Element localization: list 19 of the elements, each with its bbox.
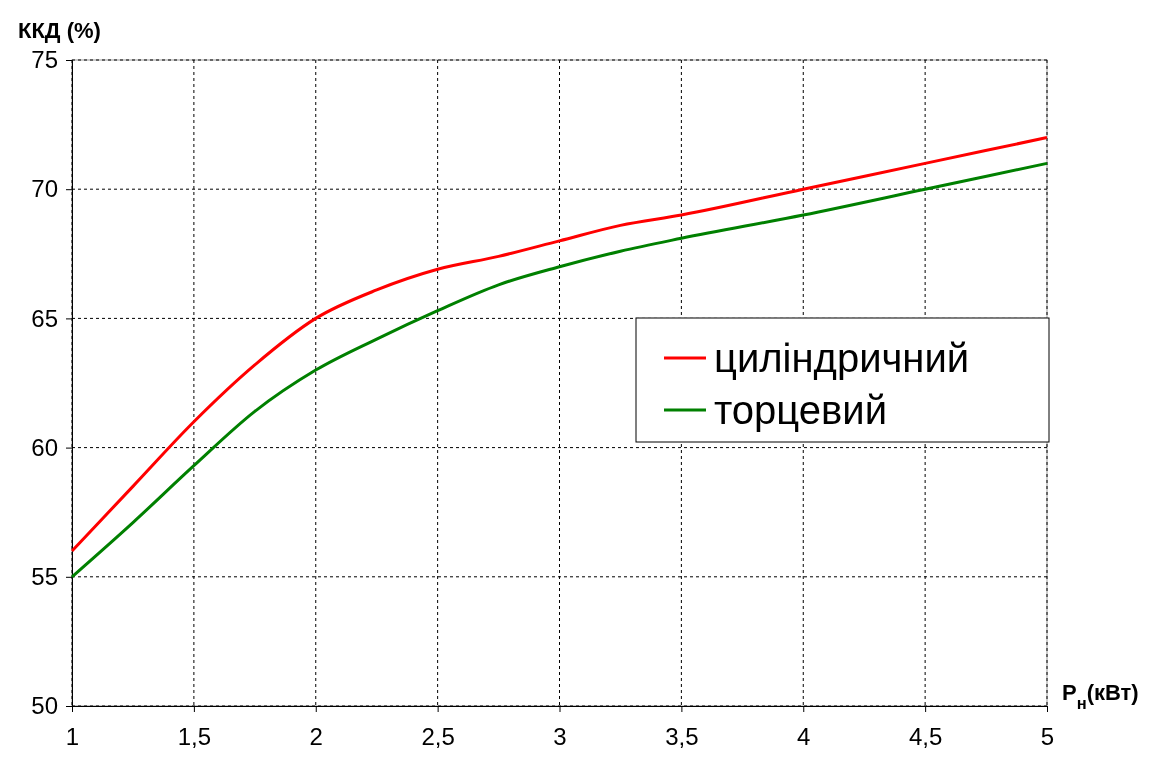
x-tick-label: 1,5	[177, 723, 212, 751]
x-tick-label: 3	[553, 723, 567, 751]
x-axis-title: P$_{н}$(кВт)	[1062, 680, 1139, 712]
x-tick-label: 5	[1040, 723, 1055, 751]
x-tick-label: 3,5	[665, 723, 699, 751]
legend-label: торцевий	[714, 388, 888, 432]
x-tick-label: 2,5	[421, 723, 455, 751]
x-tick-label: 4	[797, 723, 811, 751]
y-tick-label: 65	[31, 304, 58, 332]
y-tick-label: 70	[31, 175, 58, 203]
x-tick-label: 1	[65, 723, 80, 751]
y-axis-title: ККД (%)	[18, 18, 101, 43]
y-tick-label: 50	[31, 692, 58, 720]
x-tick-label: 2	[309, 723, 323, 751]
x-tick-label: 4,5	[908, 723, 943, 751]
y-tick-label: 55	[31, 562, 58, 590]
y-tick-label: 60	[31, 433, 58, 461]
y-tick-label: 75	[31, 46, 58, 74]
legend-label: циліндричний	[714, 336, 970, 380]
